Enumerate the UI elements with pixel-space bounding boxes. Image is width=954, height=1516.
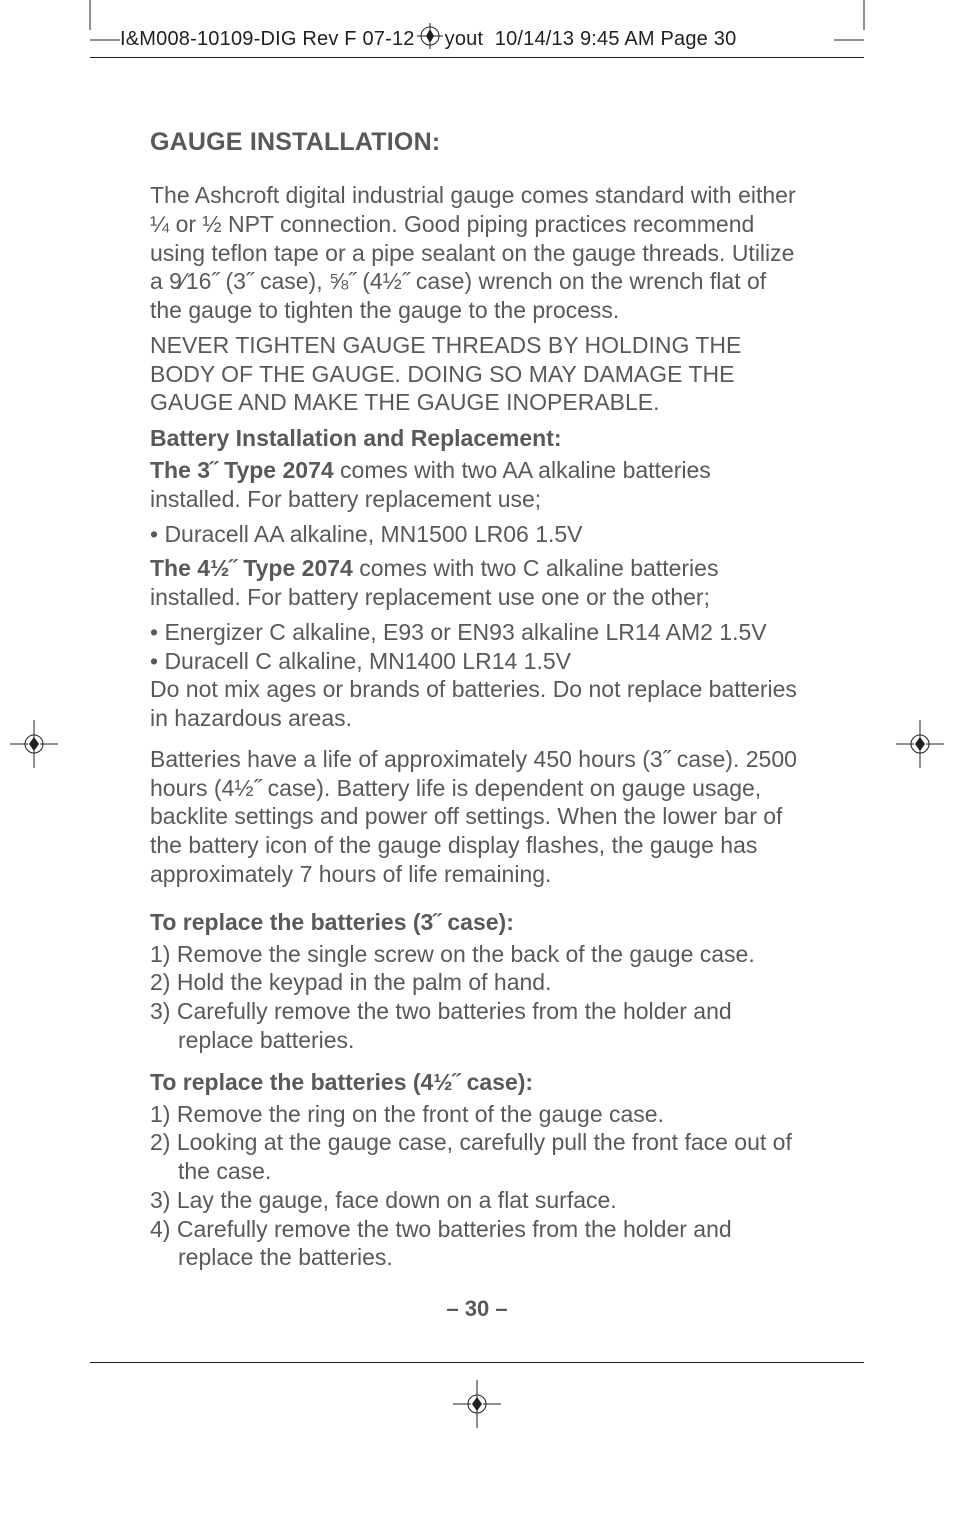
document-page: I&M008-10109-DIG Rev F 07-12 yout 10/14/1… [0, 0, 954, 1442]
print-header: I&M008-10109-DIG Rev F 07-12 yout 10/14/1… [90, 13, 864, 58]
list2-item1: 1) Remove the ring on the front of the g… [150, 1100, 804, 1129]
registration-icon-bottom [453, 1380, 501, 1428]
paragraph-intro: The Ashcroft digital industrial gauge co… [150, 181, 804, 325]
paragraph-battery-life: Batteries have a life of approximately 4… [150, 745, 804, 889]
paragraph-do-not-mix: Do not mix ages or brands of batteries. … [150, 675, 804, 733]
section-title: GAUGE INSTALLATION: [150, 128, 804, 157]
header-mid: yout [445, 28, 484, 50]
header-left: I&M008-10109-DIG Rev F 07-12 [120, 28, 415, 50]
subhead-battery: Battery Installation and Replacement: [150, 425, 804, 452]
bullet-duracell-c: • Duracell C alkaline, MN1400 LR14 1.5V [150, 647, 804, 676]
registration-icon [417, 23, 443, 49]
header-right: 10/14/13 9:45 AM Page 30 [495, 28, 737, 50]
page-content: GAUGE INSTALLATION: The Ashcroft digital… [0, 58, 954, 1362]
top-crop-row: I&M008-10109-DIG Rev F 07-12 yout 10/14/1… [0, 0, 954, 58]
bullet-duracell-aa: • Duracell AA alkaline, MN1500 LR06 1.5V [150, 520, 804, 549]
list1-item3: 3) Carefully remove the two batteries fr… [150, 997, 804, 1055]
crop-mark-tr [834, 0, 894, 58]
footer-area [0, 1362, 954, 1442]
paragraph-4half: The 4½˝ Type 2074 comes with two C alkal… [150, 554, 804, 612]
paragraph-warning: NEVER TIGHTEN GAUGE THREADS BY HOLDING T… [150, 331, 804, 417]
bullet-energizer-c: • Energizer C alkaline, E93 or EN93 alka… [150, 618, 804, 647]
side-registration-left [10, 720, 58, 773]
list2-item2: 2) Looking at the gauge case, carefully … [150, 1128, 804, 1186]
page-number: – 30 – [150, 1296, 804, 1322]
list2-item3: 3) Lay the gauge, face down on a flat su… [150, 1186, 804, 1215]
paragraph-3inch: The 3˝ Type 2074 comes with two AA alkal… [150, 456, 804, 514]
side-registration-right [896, 720, 944, 773]
list2-item4: 4) Carefully remove the two batteries fr… [150, 1215, 804, 1273]
list1-item1: 1) Remove the single screw on the back o… [150, 940, 804, 969]
list1-item2: 2) Hold the keypad in the palm of hand. [150, 968, 804, 997]
subhead-replace-4half: To replace the batteries (4½˝ case): [150, 1069, 804, 1096]
bold-3inch: The 3˝ Type 2074 [150, 457, 334, 483]
subhead-replace-3: To replace the batteries (3˝ case): [150, 909, 804, 936]
bold-4half: The 4½˝ Type 2074 [150, 555, 353, 581]
